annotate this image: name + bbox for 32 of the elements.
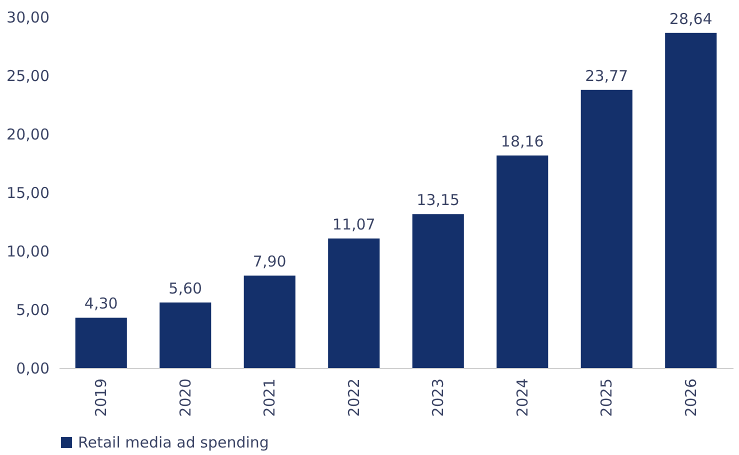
bar [412,214,464,368]
bar [160,302,212,368]
legend-label: Retail media ad spending [78,434,269,452]
bar [580,90,632,368]
y-tick-label: 5,00 [16,301,50,319]
data-label: 28,64 [669,10,712,28]
x-tick-label: 2023 [429,378,448,417]
y-tick-label: 20,00 [6,126,50,144]
data-label: 13,15 [416,191,460,210]
x-tick-label: 2022 [344,378,363,417]
x-tick-label: 2025 [598,378,616,417]
data-label: 18,16 [500,132,544,151]
bar [496,156,548,368]
y-tick-label: 0,00 [16,360,50,378]
bar [75,318,127,368]
data-label: 5,60 [168,279,202,298]
bar [244,276,296,368]
data-label: 4,30 [84,294,118,313]
data-label: 11,07 [332,215,376,234]
data-label: 23,77 [585,66,628,85]
x-tick-label: 2024 [513,378,532,417]
bar [328,238,380,368]
x-tick-label: 2021 [260,378,279,417]
y-tick-label: 15,00 [6,184,50,202]
x-tick-label: 2019 [92,378,110,417]
y-tick-label: 25,00 [6,67,50,85]
data-label: 7,90 [252,252,286,271]
x-tick-label: 2020 [176,378,194,417]
bar [665,32,717,368]
y-tick-label: 30,00 [6,8,50,26]
y-tick-label: 10,00 [6,242,50,260]
x-tick-label: 2026 [682,378,700,417]
